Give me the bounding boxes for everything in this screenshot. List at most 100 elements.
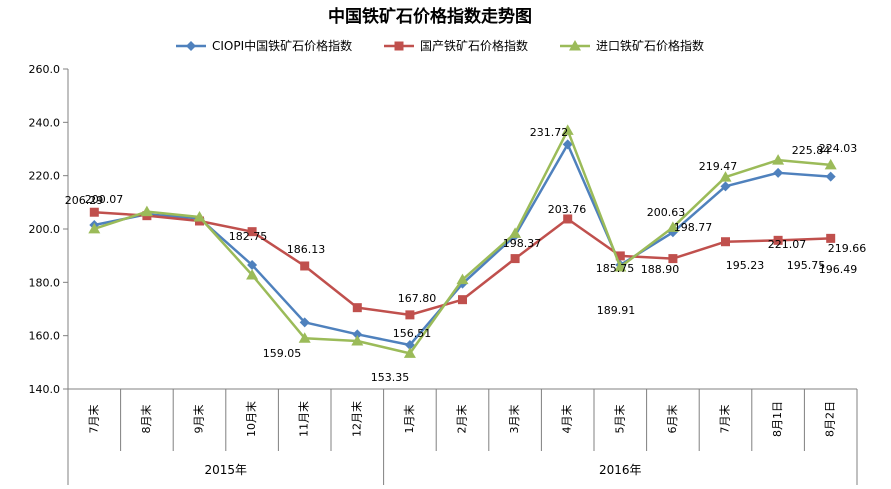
data-point [352,329,363,340]
data-label: 195.75 [787,259,826,272]
data-point [246,269,259,280]
x-tick-label: 7月末 [718,405,732,434]
data-point [300,261,310,271]
data-label: 159.05 [263,347,302,360]
data-point [668,254,678,264]
data-label: 153.35 [371,371,410,384]
x-tick-label: 4月末 [560,405,574,434]
data-label: 186.13 [287,243,326,256]
legend-label: 进口铁矿石价格指数 [596,38,704,53]
x-tick-label: 6月末 [665,405,679,434]
x-tick-label: 8月末 [139,405,153,434]
data-point [403,347,416,358]
data-label: 225.84 [792,144,831,157]
y-tick-label: 260.0 [29,63,61,76]
axes: 140.0 160.0 180.0 200.0 220.0 240.0 260.0 7月末 8月… [29,63,858,485]
data-label: 219.47 [699,160,738,173]
data-point [299,317,310,328]
x-tick-label: 1月末 [402,405,416,434]
data-label: 221.07 [768,238,807,251]
x-tick-label: 12月末 [349,401,363,437]
data-point [824,158,837,170]
legend-marker [186,41,196,51]
data-point [247,227,257,237]
y-tick-label: 240.0 [29,116,61,129]
data-label: 224.03 [819,142,858,155]
data-label: 198.77 [674,221,713,234]
data-label: 231.72 [530,126,569,139]
data-point [826,233,836,243]
data-label: 198.37 [503,237,542,250]
data-point [825,171,836,182]
data-point [510,254,520,264]
y-tick-label: 160.0 [29,330,61,343]
data-point [614,261,627,272]
data-point [352,303,362,313]
data-point [140,205,153,217]
x-tick-label: 5月末 [612,405,626,434]
x-tick-label: 8月2日 [824,401,837,437]
data-point [193,211,206,222]
data-point [720,181,731,192]
legend-label: 国产铁矿石价格指数 [420,38,528,53]
data-point [772,154,785,165]
data-point [615,251,625,261]
data-label: 156.51 [393,327,432,340]
data-label: 200.63 [647,206,686,219]
data-point [351,335,364,346]
data-label: 182.75 [229,230,268,243]
data-point [773,167,784,178]
data-point [405,310,415,320]
legend-label: CIOPI中国铁矿石价格指数 [212,38,352,53]
data-label: 196.49 [819,263,858,276]
data-label: 200.07 [85,193,124,206]
data-label: 188.90 [641,263,680,276]
data-label: 185.75 [596,262,635,275]
data-point [719,171,732,182]
legend-item: CIOPI中国铁矿石价格指数 [176,38,352,53]
y-tick-label: 220.0 [29,170,61,183]
year-group-label: 2016年 [599,463,642,477]
data-label: 167.80 [398,292,437,305]
data-point [89,207,99,217]
data-label: 195.23 [726,259,765,272]
legend-item: 国产铁矿石价格指数 [384,38,528,53]
x-tick-label: 11月末 [297,401,311,437]
data-point [404,339,415,350]
legend-item: 进口铁矿石价格指数 [560,38,704,53]
data-point [456,273,469,285]
series-layer [88,124,837,358]
data-label: 189.91 [597,304,636,317]
data-point [509,227,522,238]
x-tick-label: 3月末 [507,405,521,434]
x-tick-label: 2月末 [455,405,469,434]
chart-title: 中国铁矿石价格指数走势图 [328,6,532,27]
data-point [247,260,258,270]
data-label: 203.76 [548,203,587,216]
data-point [563,214,573,224]
series-3 [88,124,837,358]
legend: CIOPI中国铁矿石价格指数 国产铁矿石价格指数 进口铁矿石价格指数 [176,38,704,53]
data-point [562,139,573,150]
data-point [561,124,574,135]
data-point [298,332,311,343]
series-2 [89,207,836,320]
x-tick-label: 10月末 [244,401,258,437]
data-point [458,295,467,305]
data-point [666,221,679,232]
y-tick-label: 180.0 [29,276,61,289]
data-label: 219.66 [828,242,867,255]
data-label: 206.29 [65,194,104,207]
legend-marker [569,40,581,51]
data-point [88,222,101,234]
legend-marker [394,41,404,51]
year-group-label: 2015年 [205,463,248,477]
y-tick-label: 140.0 [29,383,61,396]
y-tick-label: 200.0 [29,223,61,236]
x-tick-label: 7月末 [86,405,100,434]
x-tick-label: 8月1日 [771,401,784,437]
data-point [721,237,730,247]
